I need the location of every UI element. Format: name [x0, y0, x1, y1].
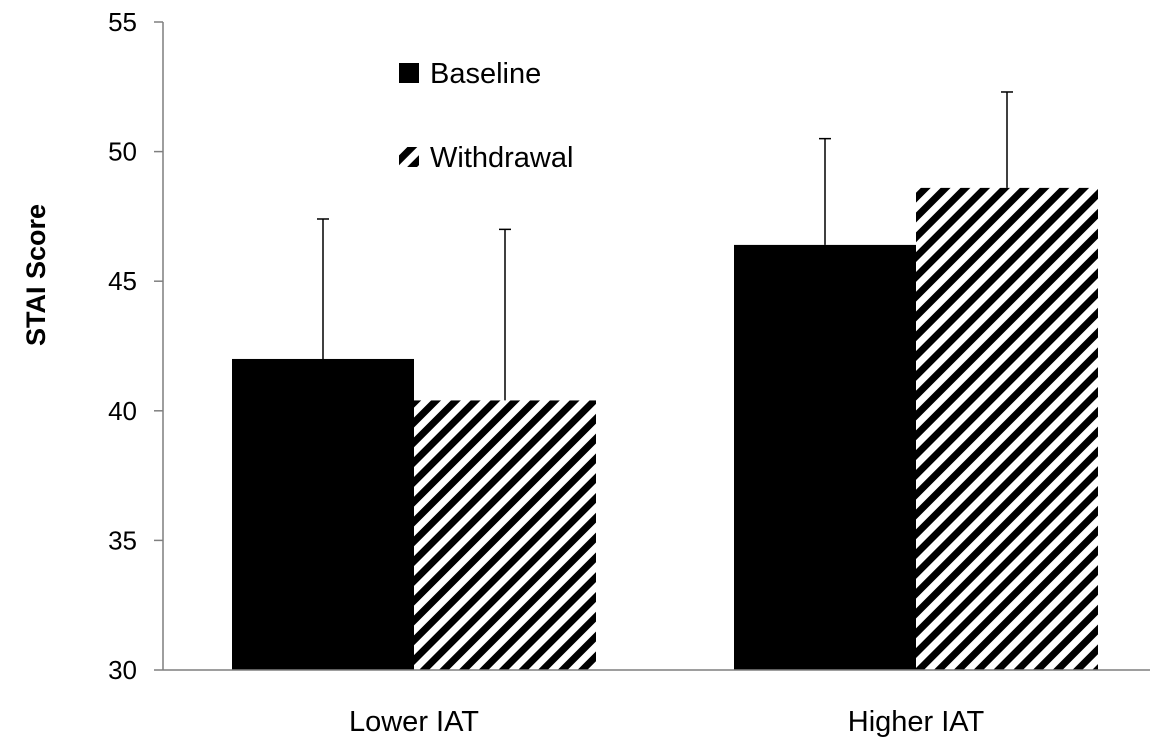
y-tick-label: 50 — [108, 137, 137, 167]
y-tick-label: 55 — [108, 7, 137, 37]
y-tick-label: 45 — [108, 266, 137, 296]
y-tick-label: 40 — [108, 396, 137, 426]
legend-label: Baseline — [430, 58, 541, 90]
x-axis: Lower IAT Higher IAT — [163, 669, 1150, 738]
y-axis-title: STAI Score — [21, 204, 51, 346]
y-tick-label: 35 — [108, 525, 137, 555]
bar-baseline-lower-iat — [232, 358, 414, 670]
bar-baseline-higher-iat — [734, 244, 916, 671]
bar-withdrawal-higher-iat — [916, 187, 1098, 670]
legend: Baseline Withdrawal — [399, 58, 573, 174]
x-category-label: Higher IAT — [848, 706, 985, 738]
y-tick-label: 30 — [108, 655, 137, 685]
x-category-label: Lower IAT — [349, 706, 479, 738]
y-axis: 30 35 40 45 50 55 — [108, 7, 164, 685]
error-bars — [317, 91, 1013, 401]
legend-swatch-baseline — [399, 63, 419, 83]
legend-swatch-withdrawal — [399, 147, 419, 167]
bar-withdrawal-lower-iat — [414, 400, 596, 670]
bars — [232, 187, 1098, 671]
legend-label: Withdrawal — [430, 142, 573, 174]
